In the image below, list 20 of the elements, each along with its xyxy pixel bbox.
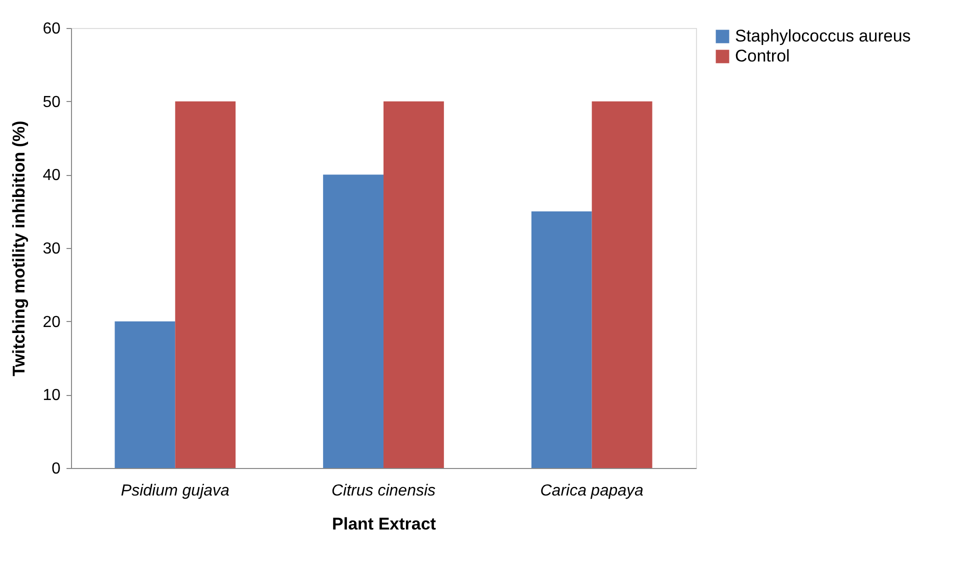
bar bbox=[175, 101, 236, 468]
bar bbox=[531, 211, 592, 468]
legend-label: Staphylococcus aureus bbox=[735, 26, 911, 46]
x-axis-title: Plant Extract bbox=[332, 514, 436, 534]
bar bbox=[323, 174, 384, 468]
y-axis-title: Twitching motility inhibition (%) bbox=[10, 120, 29, 376]
x-tick-label: Carica papaya bbox=[540, 482, 644, 500]
y-tick-label: 10 bbox=[42, 387, 61, 404]
bar bbox=[592, 101, 652, 468]
y-tick-label: 40 bbox=[42, 167, 61, 184]
y-tick-label: 60 bbox=[42, 20, 61, 38]
x-tick-label: Citrus cinensis bbox=[331, 482, 436, 500]
x-tick-label: Psidium gujava bbox=[120, 482, 230, 500]
bar bbox=[384, 101, 444, 468]
legend-label: Control bbox=[735, 46, 790, 66]
y-tick-label: 30 bbox=[42, 240, 61, 258]
y-tick-label: 0 bbox=[52, 460, 61, 478]
bar bbox=[114, 321, 176, 468]
y-tick-label: 50 bbox=[42, 94, 61, 111]
y-tick-label: 20 bbox=[42, 314, 61, 331]
